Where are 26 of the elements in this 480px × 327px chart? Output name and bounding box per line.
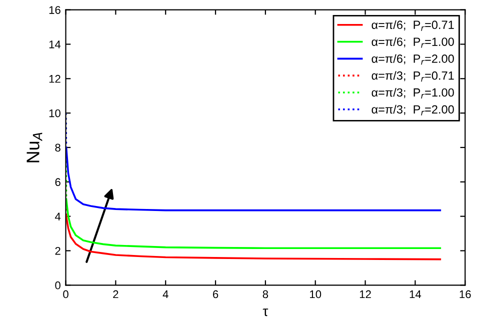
y-tick-label: 0 <box>55 281 60 290</box>
x-tick-label: 0 <box>63 290 68 298</box>
y-tick-label: 14 <box>49 40 61 48</box>
legend-label: α=π/6; P$_{r}$=2.00 <box>372 54 454 65</box>
x-tick-label: 16 <box>460 290 471 298</box>
y-tick-label: 2 <box>55 246 60 255</box>
x-tick-label: 14 <box>410 290 422 298</box>
y-tick-label: 16 <box>49 6 60 14</box>
y-tick-label: 10 <box>49 109 60 118</box>
y-tick-label: 4 <box>54 212 61 220</box>
x-tick-label: 8 <box>262 290 268 298</box>
y-axis-title: Nu$_{A}$ <box>26 132 42 162</box>
x-tick-label: 12 <box>360 290 371 298</box>
legend-label: α=π/3; P$_{r}$=0.71 <box>372 71 454 82</box>
legend-label: α=π/3; P$_{r}$=1.00 <box>372 88 454 98</box>
y-tick-label: 6 <box>55 178 60 186</box>
y-tick-label: 12 <box>49 74 60 83</box>
legend-label: α=π/6; P$_{r}$=0.71 <box>372 20 454 31</box>
legend-label: α=π/6; P$_{r}$=1.00 <box>372 37 454 48</box>
x-tick-label: 2 <box>113 290 118 298</box>
x-tick-label: 6 <box>212 290 218 298</box>
x-tick-label: 10 <box>310 290 322 298</box>
y-tick-label: 8 <box>55 144 60 152</box>
x-tick-label: 4 <box>162 290 168 298</box>
legend-label: α=π/3; P$_{r}$=2.00 <box>372 104 454 116</box>
x-axis-title: τ <box>262 308 268 316</box>
